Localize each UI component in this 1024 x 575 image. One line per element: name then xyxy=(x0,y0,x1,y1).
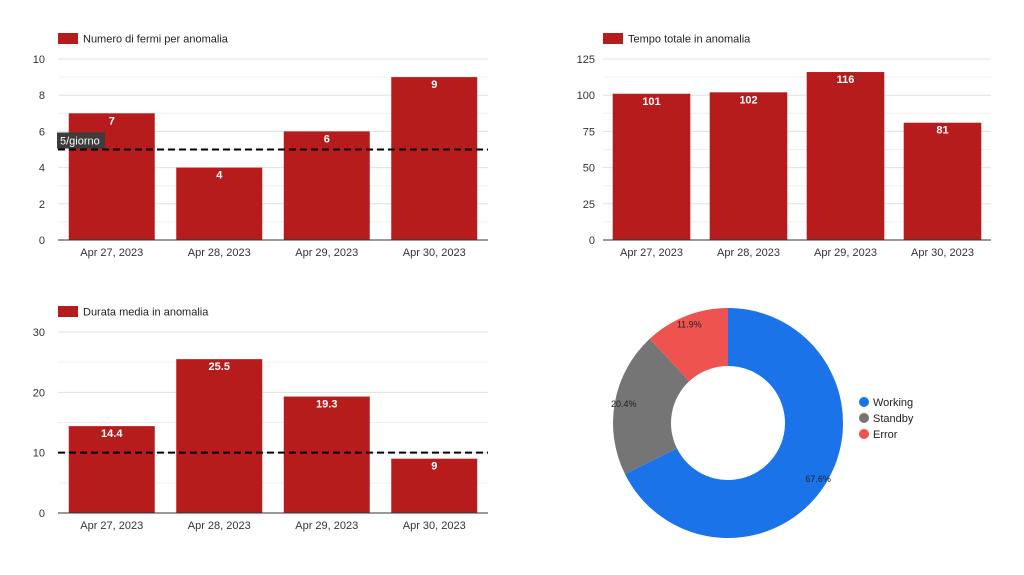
bar-value-label: 19.3 xyxy=(316,399,337,411)
donut-slice-label: 11.9% xyxy=(677,319,702,329)
bar[interactable] xyxy=(391,458,478,513)
y-tick-label: 4 xyxy=(39,163,45,175)
legend-dot-standby xyxy=(859,413,869,423)
bar-value-label: 116 xyxy=(837,74,855,86)
bar-value-label: 14.4 xyxy=(101,428,123,440)
y-tick-label: 0 xyxy=(39,508,45,520)
x-tick-label: Apr 28, 2023 xyxy=(188,520,251,532)
bar[interactable] xyxy=(176,359,263,513)
x-tick-label: Apr 30, 2023 xyxy=(403,247,466,259)
y-tick-label: 30 xyxy=(33,327,45,339)
x-tick-label: Apr 28, 2023 xyxy=(188,247,251,259)
x-tick-label: Apr 27, 2023 xyxy=(80,247,143,259)
x-tick-label: Apr 29, 2023 xyxy=(295,247,358,259)
legend-label-standby: Standby xyxy=(873,413,914,425)
bar-chart-2: Tempo totale in anomalia 0 25 50 75 100 125 101… xyxy=(577,33,991,259)
bar[interactable] xyxy=(903,122,982,240)
donut-slice-standby[interactable] xyxy=(613,338,690,475)
y-tick-label: 2 xyxy=(39,199,45,211)
y-tick-label: 6 xyxy=(39,126,45,138)
x-tick-label: Apr 27, 2023 xyxy=(620,247,683,259)
legend-dot-error xyxy=(859,429,869,439)
y-tick-label: 0 xyxy=(589,235,595,247)
y-tick-label: 10 xyxy=(33,54,45,66)
bar[interactable] xyxy=(176,167,263,240)
legend-swatch xyxy=(58,33,78,44)
legend-swatch xyxy=(58,306,78,317)
y-tick-label: 10 xyxy=(33,448,45,460)
x-tick-label: Apr 30, 2023 xyxy=(403,520,466,532)
bar[interactable] xyxy=(283,131,370,240)
legend-label-working: Working xyxy=(873,397,913,409)
bar-value-label: 9 xyxy=(431,461,437,473)
legend-swatch xyxy=(603,33,623,44)
bar-value-label: 25.5 xyxy=(209,361,230,373)
legend-label: Numero di fermi per anomalia xyxy=(83,34,229,46)
x-tick-label: Apr 29, 2023 xyxy=(295,520,358,532)
y-tick-label: 25 xyxy=(583,199,595,211)
x-tick-label: Apr 29, 2023 xyxy=(814,247,877,259)
bar[interactable] xyxy=(806,72,885,240)
y-tick-label: 50 xyxy=(583,163,595,175)
bar-value-label: 7 xyxy=(109,115,115,127)
bar-chart-3: Durata media in anomalia 0 10 20 30 14.4 Apr 2… xyxy=(33,306,488,532)
x-tick-label: Apr 28, 2023 xyxy=(717,247,780,259)
bar-value-label: 81 xyxy=(936,125,948,137)
donut-slice-label: 67.6% xyxy=(805,474,831,484)
x-tick-label: Apr 27, 2023 xyxy=(80,520,143,532)
x-tick-label: Apr 30, 2023 xyxy=(911,247,974,259)
bar-value-label: 102 xyxy=(739,94,757,106)
y-tick-label: 100 xyxy=(577,90,595,102)
bar-value-label: 4 xyxy=(216,170,223,182)
bar[interactable] xyxy=(709,92,788,240)
bar[interactable] xyxy=(612,93,691,240)
legend-label: Durata media in anomalia xyxy=(83,307,209,319)
bar[interactable] xyxy=(68,113,155,240)
donut-slice-error[interactable] xyxy=(649,308,728,382)
donut-slice-label: 20.4% xyxy=(611,399,637,409)
bar-value-label: 101 xyxy=(642,96,660,108)
reference-line-label: 5/giorno xyxy=(60,136,100,148)
bar[interactable] xyxy=(391,77,478,240)
y-tick-label: 125 xyxy=(577,54,595,66)
y-tick-label: 8 xyxy=(39,90,45,102)
bar-value-label: 9 xyxy=(431,79,437,91)
y-tick-label: 20 xyxy=(33,387,45,399)
bar[interactable] xyxy=(68,426,155,513)
reference-label-badge xyxy=(57,132,105,149)
bar[interactable] xyxy=(283,396,370,513)
bar-chart-1: Numero di fermi per anomalia 0 2 4 6 8 10 7 Apr … xyxy=(33,33,488,259)
legend-label: Tempo totale in anomalia xyxy=(628,34,751,46)
bar-value-label: 6 xyxy=(324,133,330,145)
legend-dot-working xyxy=(859,397,869,407)
legend-label-error: Error xyxy=(873,429,898,441)
donut-slice-working[interactable] xyxy=(624,308,843,538)
donut-chart: 67.6% 20.4% 11.9% Working Standby Error xyxy=(611,308,914,538)
y-tick-label: 75 xyxy=(583,126,595,138)
y-tick-label: 0 xyxy=(39,235,45,247)
